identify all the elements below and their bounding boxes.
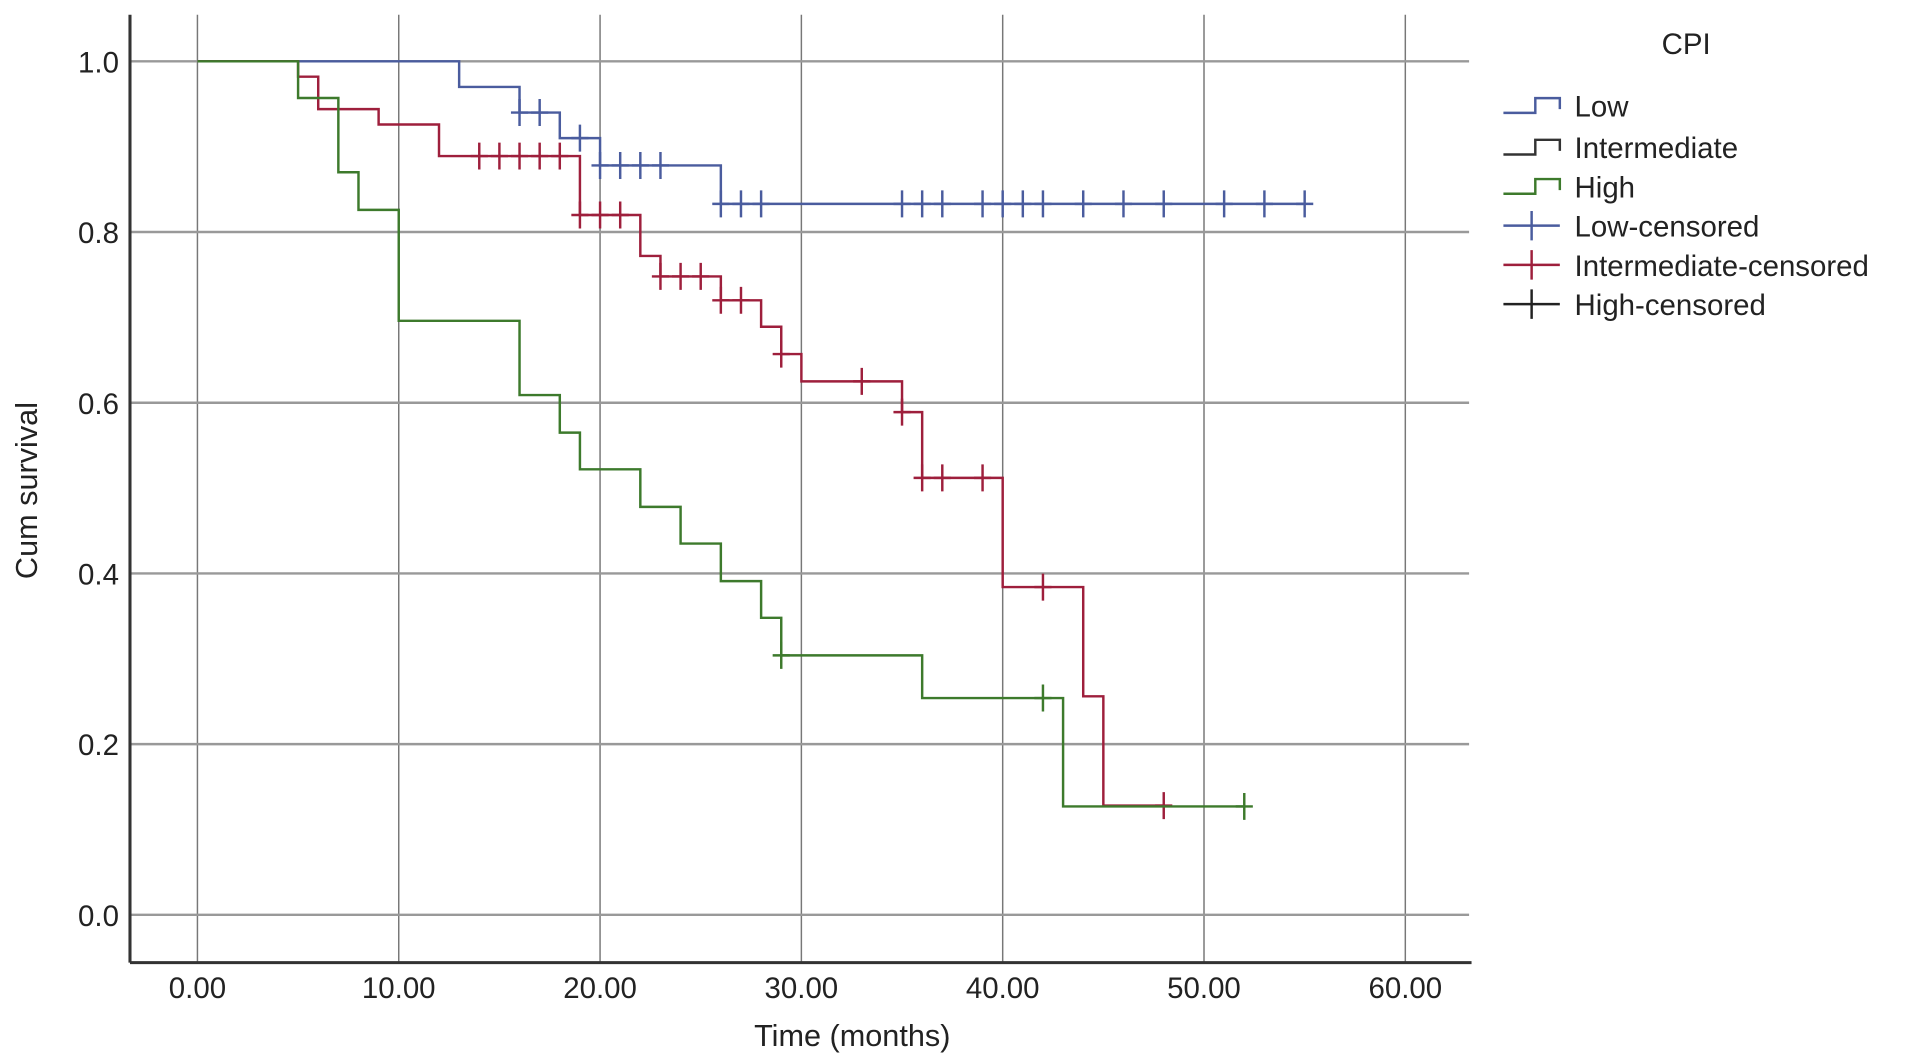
intermediate-censor-mark — [470, 142, 488, 170]
low-censor-mark — [1255, 190, 1273, 218]
legend-step-icon — [1503, 138, 1562, 156]
x-tick-label: 20.00 — [563, 972, 637, 1005]
low-censor-mark — [1074, 190, 1092, 218]
low-censor-mark — [933, 190, 951, 218]
low-censor-mark — [1215, 190, 1233, 218]
intermediate-censor-mark — [933, 464, 951, 492]
low-censor-mark — [913, 190, 931, 218]
y-tick-label: 0.2 — [78, 729, 119, 762]
intermediate-censor-mark — [672, 262, 690, 290]
intermediate-censor-mark — [772, 340, 790, 368]
low-censor-mark — [994, 190, 1012, 218]
y-tick-label: 1.0 — [78, 46, 119, 79]
intermediate-censor-mark — [853, 367, 871, 395]
low-curve — [197, 60, 1305, 206]
high-censor-mark — [772, 641, 790, 669]
low-censor-mark — [1034, 190, 1052, 218]
intermediate-censor-mark — [692, 262, 710, 290]
y-tick-label: 0.0 — [78, 900, 119, 933]
legend-censor-icon — [1503, 210, 1560, 241]
low-censor-mark — [1296, 190, 1314, 218]
high-censor-mark — [1235, 792, 1253, 820]
intermediate-censor-mark — [712, 286, 730, 314]
legend-label: High-censored — [1575, 289, 1766, 322]
high-censor-mark — [1034, 684, 1052, 712]
intermediate-censor-mark — [531, 142, 549, 170]
y-tick-label: 0.8 — [78, 217, 119, 250]
y-tick-label: 0.4 — [78, 558, 119, 591]
y-axis-label: Cum survival — [10, 402, 44, 579]
x-tick-label: 0.00 — [169, 972, 226, 1005]
axes — [128, 14, 1472, 965]
legend: CPI Low Intermediate High Low-censored Inter… — [1503, 28, 1869, 322]
legend-label: High — [1575, 171, 1636, 204]
low-censor-mark — [571, 124, 589, 152]
low-censor-mark — [1155, 190, 1173, 218]
legend-label: Intermediate — [1575, 132, 1739, 165]
intermediate-censor-mark — [611, 201, 629, 229]
legend-step-icon — [1503, 96, 1562, 115]
x-axis-label: Time (months) — [754, 1019, 950, 1053]
intermediate-censor-mark — [551, 142, 569, 170]
intermediate-censor-mark — [510, 142, 529, 170]
low-censor-mark — [631, 151, 649, 179]
low-censor-mark — [893, 190, 911, 218]
survival-curves — [197, 60, 1314, 820]
intermediate-censor-mark — [973, 464, 992, 492]
legend-label: Low — [1575, 91, 1630, 124]
intermediate-censor-mark — [490, 142, 508, 170]
low-censor-mark — [1114, 190, 1133, 218]
y-tick-label: 0.6 — [78, 388, 119, 421]
low-censor-mark — [712, 190, 730, 218]
low-censor-mark — [752, 190, 770, 218]
legend-censor-icon — [1503, 289, 1560, 319]
low-censor-mark — [510, 99, 529, 127]
intermediate-censor-mark — [913, 464, 931, 492]
low-censor-mark — [973, 190, 992, 218]
intermediate-censor-mark — [651, 262, 670, 290]
x-tick-label: 10.00 — [362, 972, 436, 1005]
intermediate-censor-mark — [571, 201, 589, 229]
high-curve — [197, 60, 1245, 808]
x-tick-label: 30.00 — [765, 972, 839, 1005]
low-censor-mark — [611, 151, 629, 179]
x-tick-label: 50.00 — [1167, 972, 1241, 1005]
x-tick-label: 40.00 — [966, 972, 1040, 1005]
intermediate-censor-mark — [732, 286, 750, 314]
legend-label: Low-censored — [1575, 211, 1760, 244]
legend-censor-icon — [1503, 250, 1560, 280]
legend-title: CPI — [1662, 28, 1711, 61]
low-censor-mark — [591, 151, 609, 179]
legend-label: Intermediate-censored — [1575, 250, 1869, 283]
intermediate-censor-mark — [591, 201, 609, 229]
intermediate-censor-mark — [893, 398, 911, 426]
intermediate-censor-mark — [1034, 573, 1052, 601]
x-tick-labels: 0.00 10.00 20.00 30.00 40.00 50.00 60.00 — [169, 972, 1442, 1005]
legend-step-icon — [1503, 177, 1562, 195]
low-censor-mark — [531, 99, 549, 127]
y-tick-labels: 0.0 0.2 0.4 0.6 0.8 1.0 — [78, 46, 119, 932]
low-censor-mark — [651, 151, 670, 179]
x-tick-label: 60.00 — [1368, 972, 1442, 1005]
grid — [129, 14, 1470, 963]
low-censor-mark — [1014, 190, 1032, 218]
low-censor-mark — [732, 190, 750, 218]
